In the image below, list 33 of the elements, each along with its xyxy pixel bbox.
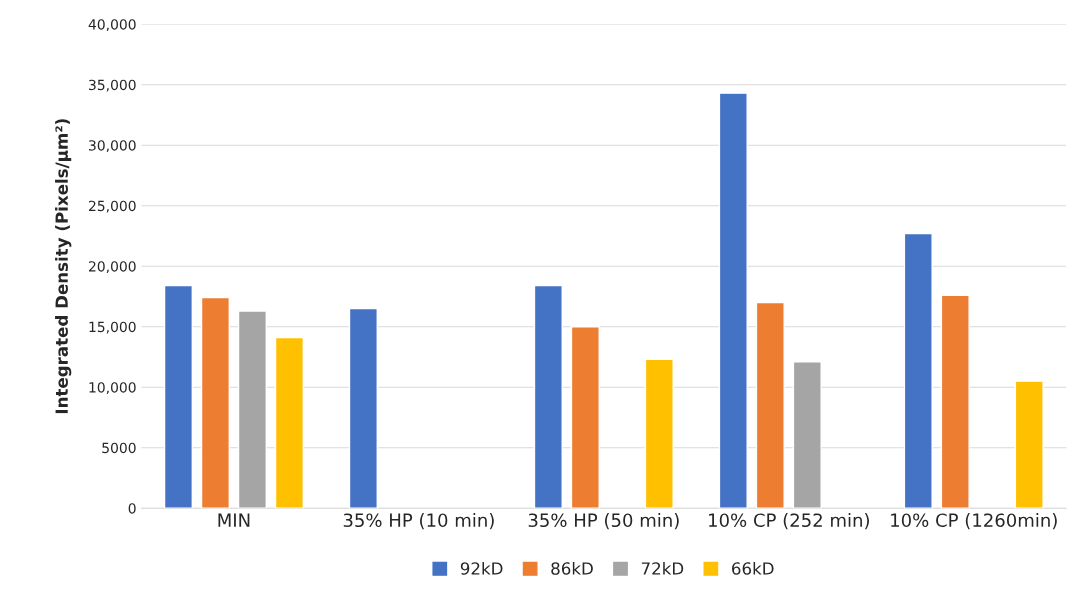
y-tick-label: 35,000 bbox=[89, 79, 136, 92]
y-tick-label: 10,000 bbox=[89, 382, 136, 395]
bar bbox=[533, 284, 563, 509]
x-tick-label: 10% CP (252 min) bbox=[709, 513, 869, 530]
bar bbox=[348, 307, 378, 509]
x-tick-label: 35% HP (50 min) bbox=[528, 513, 679, 530]
legend-label: 92kD bbox=[460, 561, 503, 575]
bar bbox=[644, 358, 674, 509]
bar bbox=[200, 296, 230, 509]
x-tick-label: 35% HP (10 min) bbox=[343, 513, 494, 530]
y-tick-label: 20,000 bbox=[89, 261, 136, 274]
bar bbox=[570, 326, 600, 509]
y-axis-title: Integrated Density (Pixels/μm²) bbox=[55, 119, 72, 414]
bar bbox=[237, 310, 267, 509]
bar bbox=[903, 232, 933, 509]
bar bbox=[718, 92, 748, 509]
y-tick-label: 5000 bbox=[102, 442, 136, 454]
bar bbox=[1014, 380, 1044, 509]
y-tick-label: 30,000 bbox=[89, 140, 136, 153]
y-tick-label: 25,000 bbox=[89, 200, 136, 213]
bar bbox=[755, 301, 785, 509]
y-tick-label: 40,000 bbox=[88, 19, 136, 32]
bar bbox=[163, 284, 193, 509]
x-tick-label: 10% CP (1260min) bbox=[891, 513, 1057, 530]
legend-label: 66kD bbox=[732, 561, 774, 575]
bar bbox=[274, 336, 304, 509]
bar bbox=[940, 294, 970, 509]
legend-label: 86kD bbox=[551, 561, 593, 575]
x-tick-label: MIN bbox=[218, 513, 250, 527]
bar bbox=[792, 361, 822, 509]
y-tick-label: 0 bbox=[128, 503, 136, 514]
y-tick-label: 15,000 bbox=[89, 321, 136, 334]
legend-label: 72kD bbox=[641, 561, 684, 575]
